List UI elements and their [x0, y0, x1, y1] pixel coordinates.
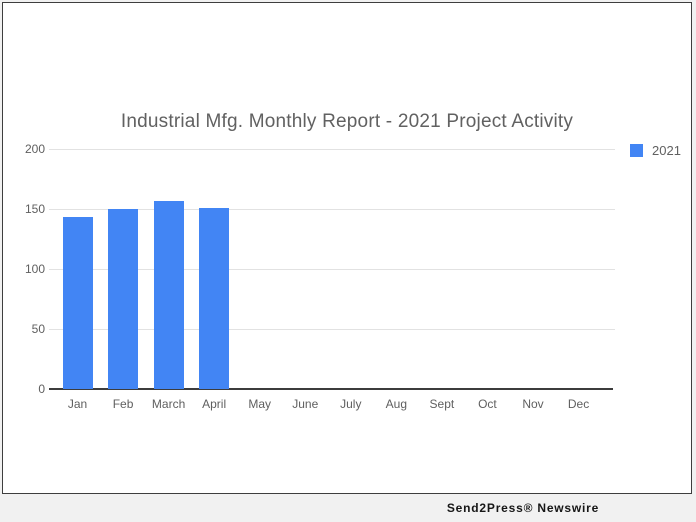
y-tick-label-150: 150 — [24, 202, 45, 216]
chart-card: Industrial Mfg. Monthly Report - 2021 Pr… — [2, 2, 692, 494]
x-tick-label-jan: Jan — [67, 397, 88, 411]
x-tick-label-dec: Dec — [567, 397, 590, 411]
gridline-100 — [49, 269, 615, 270]
bar-march — [153, 200, 184, 389]
gridline-50 — [49, 329, 615, 330]
bar-jan — [62, 217, 93, 389]
y-tick-label-200: 200 — [24, 142, 45, 156]
x-tick-label-may: May — [248, 397, 272, 411]
y-tick-label-100: 100 — [24, 262, 45, 276]
gridline-150 — [49, 209, 615, 210]
legend: 2021 — [630, 143, 681, 158]
footer-credit: Send2Press® Newswire — [446, 501, 600, 515]
x-tick-label-july: July — [340, 397, 362, 411]
y-tick-label-0: 0 — [38, 382, 45, 396]
x-tick-label-feb: Feb — [112, 397, 134, 411]
legend-label: 2021 — [652, 143, 681, 158]
x-axis-baseline — [49, 388, 613, 390]
x-tick-label-april: April — [202, 397, 227, 411]
x-tick-label-march: March — [151, 397, 186, 411]
y-tick-label-50: 50 — [31, 322, 45, 336]
x-tick-label-oct: Oct — [478, 397, 497, 411]
x-tick-label-aug: Aug — [385, 397, 408, 411]
bar-feb — [108, 209, 139, 389]
x-tick-label-sept: Sept — [429, 397, 455, 411]
gridline-200 — [49, 149, 615, 150]
bar-april — [199, 207, 230, 389]
chart-title: Industrial Mfg. Monthly Report - 2021 Pr… — [120, 111, 574, 132]
legend-swatch-icon — [630, 144, 643, 157]
x-tick-label-nov: Nov — [522, 397, 544, 411]
x-tick-label-june: June — [292, 397, 319, 411]
